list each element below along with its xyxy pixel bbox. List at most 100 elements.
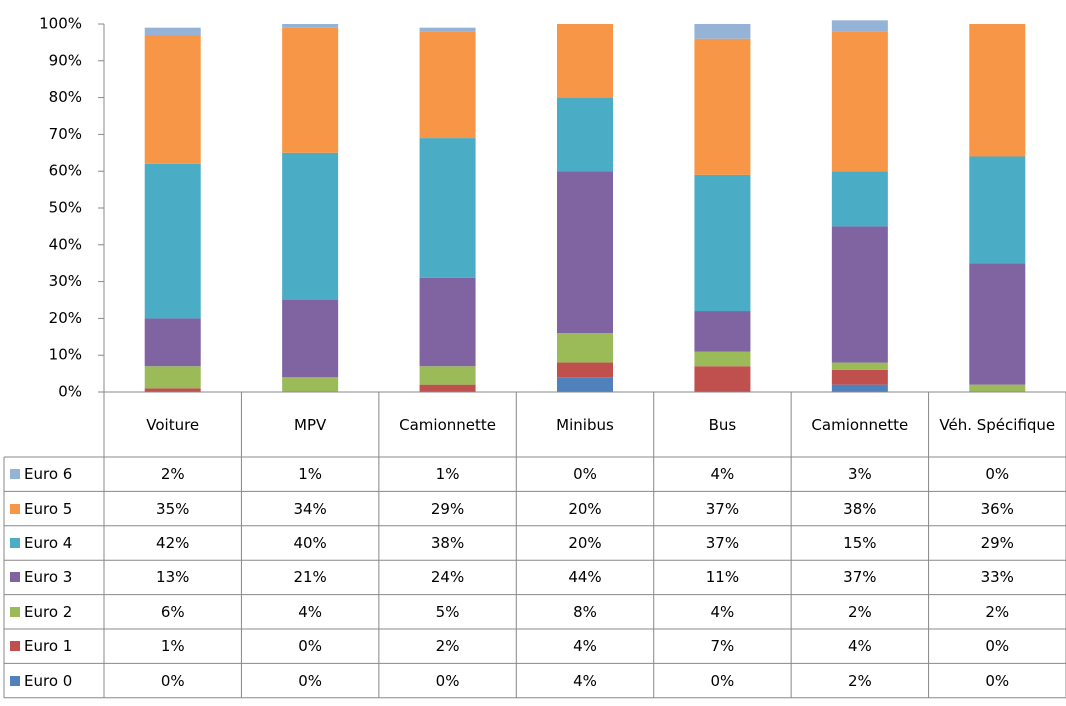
table-value: 0% bbox=[710, 671, 735, 690]
table-value: 3% bbox=[847, 465, 872, 484]
table-value: 1% bbox=[435, 465, 460, 484]
table-value: 4% bbox=[847, 637, 872, 656]
bar-segment bbox=[969, 384, 1026, 392]
category-label: MPV bbox=[294, 415, 327, 434]
bar-segment bbox=[557, 333, 613, 363]
table-value: 13% bbox=[156, 568, 190, 587]
table-value: 4% bbox=[710, 465, 735, 484]
legend-label: Euro 0 bbox=[24, 671, 73, 690]
bar-segment bbox=[557, 377, 613, 392]
table-value: 33% bbox=[980, 568, 1014, 587]
y-tick-label: 40% bbox=[49, 235, 82, 253]
table-value: 8% bbox=[573, 602, 597, 621]
table-value: 20% bbox=[568, 533, 602, 552]
bar-segment bbox=[831, 226, 888, 363]
table-value: 0% bbox=[985, 637, 1010, 656]
bar-segment bbox=[557, 24, 613, 98]
bar-segment bbox=[831, 369, 888, 385]
legend-label: Euro 6 bbox=[24, 465, 73, 484]
bar-segment bbox=[694, 24, 751, 39]
y-tick-label: 90% bbox=[49, 51, 82, 69]
bar-segment bbox=[419, 138, 476, 278]
category-label: Minibus bbox=[556, 415, 614, 434]
table-value: 6% bbox=[160, 602, 185, 621]
bar-segment bbox=[969, 24, 1026, 157]
bar-segment bbox=[282, 27, 339, 153]
category-label: Camionnette bbox=[399, 415, 496, 434]
bar-segment bbox=[419, 277, 476, 367]
table-value: 42% bbox=[156, 533, 190, 552]
bar-segment bbox=[831, 384, 888, 392]
legend-entry: Euro 6 bbox=[4, 457, 104, 491]
legend-label: Euro 5 bbox=[24, 499, 73, 518]
table-value: 0% bbox=[985, 465, 1010, 484]
table-value: 34% bbox=[293, 499, 327, 518]
table-value: 20% bbox=[568, 499, 602, 518]
y-tick-label: 60% bbox=[49, 162, 82, 180]
bar-segment bbox=[282, 152, 339, 300]
legend-entry: Euro 4 bbox=[4, 526, 104, 560]
table-value: 35% bbox=[156, 499, 190, 518]
category-label: Voiture bbox=[146, 415, 200, 434]
table-value: 5% bbox=[435, 602, 460, 621]
table-value: 2% bbox=[847, 671, 872, 690]
y-tick-label: 30% bbox=[49, 272, 82, 290]
category-label: Bus bbox=[708, 415, 737, 434]
legend-label: Euro 1 bbox=[24, 637, 73, 656]
bar-segment bbox=[969, 156, 1026, 264]
table-value: 1% bbox=[160, 637, 185, 656]
table-value: 29% bbox=[980, 533, 1014, 552]
table-value: 37% bbox=[705, 499, 740, 518]
table-value: 0% bbox=[985, 671, 1010, 690]
table-value: 4% bbox=[710, 602, 735, 621]
bar-segment bbox=[419, 384, 476, 392]
bar-segment bbox=[144, 35, 201, 164]
bar-segment bbox=[831, 31, 888, 172]
bar-segment bbox=[969, 263, 1026, 385]
legend-entry: Euro 3 bbox=[4, 560, 104, 594]
bar-segment bbox=[144, 318, 201, 367]
table-value: 7% bbox=[710, 637, 735, 656]
bar-segment bbox=[831, 362, 888, 370]
table-value: 24% bbox=[430, 568, 465, 587]
legend-swatch bbox=[10, 537, 20, 548]
bar-segment bbox=[144, 163, 201, 319]
y-tick-label: 80% bbox=[49, 88, 82, 106]
table-value: 0% bbox=[298, 671, 323, 690]
bar-segment bbox=[557, 362, 613, 378]
table-value: 44% bbox=[568, 568, 602, 587]
table-value: 37% bbox=[705, 533, 740, 552]
table-value: 40% bbox=[293, 533, 327, 552]
y-tick-label: 10% bbox=[49, 346, 82, 364]
legend-entry: Euro 0 bbox=[4, 663, 104, 697]
bar-segment bbox=[419, 31, 476, 139]
table-value: 15% bbox=[843, 533, 877, 552]
category-label: Camionnette bbox=[811, 415, 909, 434]
bar-segment bbox=[144, 388, 201, 392]
bar-segment bbox=[282, 377, 339, 392]
table-value: 0% bbox=[298, 637, 323, 656]
table-value: 38% bbox=[843, 499, 877, 518]
bar-segment bbox=[694, 174, 751, 312]
y-tick-label: 70% bbox=[49, 125, 82, 143]
bar-segment bbox=[694, 38, 751, 175]
y-tick-label: 20% bbox=[49, 309, 82, 327]
table-value: 4% bbox=[573, 637, 597, 656]
legend-label: Euro 3 bbox=[24, 568, 73, 587]
bar-segment bbox=[557, 97, 613, 172]
legend-swatch bbox=[10, 641, 20, 652]
table-value: 37% bbox=[843, 568, 877, 587]
y-tick-label: 100% bbox=[39, 15, 82, 33]
table-value: 2% bbox=[160, 465, 185, 484]
y-tick-label: 0% bbox=[58, 383, 82, 401]
bar-segment bbox=[694, 366, 751, 392]
bar-segment bbox=[144, 366, 201, 389]
bar-segment bbox=[831, 20, 888, 32]
table-value: 2% bbox=[985, 602, 1010, 621]
y-tick-label: 50% bbox=[49, 199, 82, 217]
legend-swatch bbox=[10, 469, 20, 480]
bar-segment bbox=[282, 24, 339, 28]
legend-entry: Euro 1 bbox=[4, 629, 104, 663]
bar-segment bbox=[419, 366, 476, 385]
